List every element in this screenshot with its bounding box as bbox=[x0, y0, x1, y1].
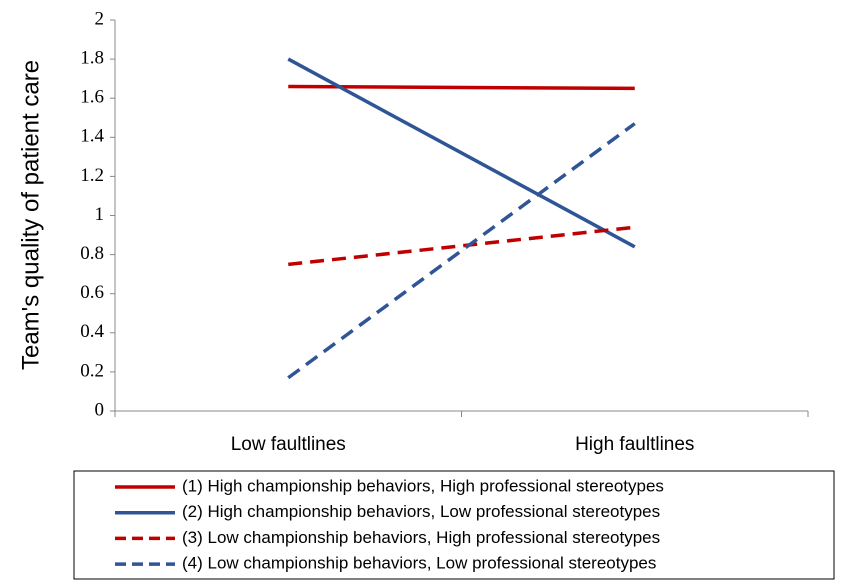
y-tick-label: 1.6 bbox=[80, 87, 104, 108]
y-tick-label: 0.4 bbox=[80, 321, 104, 342]
legend-label: (3) Low championship behaviors, High pro… bbox=[182, 528, 660, 547]
y-tick-label: 0.2 bbox=[80, 360, 104, 381]
series-line bbox=[287, 122, 636, 380]
series-line bbox=[288, 84, 635, 91]
y-tick-label: 0.6 bbox=[80, 282, 104, 303]
x-tick-label: High faultlines bbox=[575, 434, 694, 455]
x-tick-label: Low faultlines bbox=[231, 434, 346, 455]
y-tick-label: 2 bbox=[95, 8, 105, 29]
y-axis-label: Team's quality of patient care bbox=[17, 60, 44, 370]
y-tick-label: 0.8 bbox=[80, 243, 104, 264]
y-tick-label: 1 bbox=[95, 204, 105, 225]
y-tick-label: 1.4 bbox=[80, 126, 104, 147]
series-line bbox=[288, 225, 635, 267]
legend-box bbox=[73, 470, 835, 580]
legend-label: (4) Low championship behaviors, Low prof… bbox=[182, 554, 656, 573]
legend-label: (1) High championship behaviors, High pr… bbox=[182, 476, 664, 495]
y-tick-label: 1.8 bbox=[80, 47, 104, 68]
y-tick-label: 0 bbox=[95, 399, 105, 420]
legend-label: (2) High championship behaviors, Low pro… bbox=[182, 502, 660, 521]
y-tick-label: 1.2 bbox=[80, 165, 104, 186]
series-line bbox=[287, 57, 636, 249]
